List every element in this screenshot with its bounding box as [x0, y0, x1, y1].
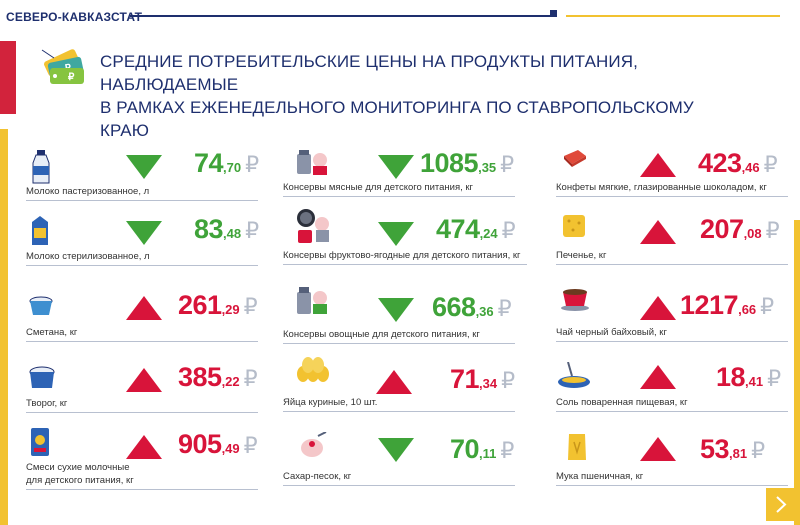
- milk-bottle-icon: [32, 150, 50, 184]
- item-label: Сметана, кг: [26, 327, 78, 338]
- baby-food-meat-icon: [297, 150, 327, 175]
- candy-icon: [564, 150, 586, 167]
- item-price: 668,36 ₽: [432, 292, 512, 322]
- item-label: Печенье, кг: [556, 250, 607, 261]
- trend-up-icon: [126, 296, 162, 320]
- item-price: 53,81 ₽: [700, 434, 766, 464]
- chevron-right-icon: [776, 496, 787, 513]
- item-price: 261,29 ₽: [178, 290, 258, 320]
- salt-icon: [558, 362, 590, 388]
- header-divider-accent: [566, 15, 780, 17]
- flour-icon: [568, 434, 586, 460]
- item-price: 423,46 ₽: [698, 148, 778, 178]
- item-label-line2: для детского питания, кг: [26, 475, 134, 486]
- eggs-icon: [297, 357, 329, 382]
- svg-text:₽: ₽: [68, 72, 75, 83]
- item-label: Соль поваренная пищевая, кг: [556, 397, 688, 408]
- item-label: Молоко пастеризованное, л: [26, 186, 150, 197]
- next-slide-button[interactable]: [766, 488, 796, 521]
- trend-up-icon: [376, 370, 412, 394]
- item-label: Смеси сухие молочные: [26, 462, 130, 473]
- sour-cream-icon: [29, 296, 53, 315]
- item-price: 385,22 ₽: [178, 362, 258, 392]
- trend-up-icon: [640, 296, 676, 320]
- item-label: Мука пшеничная, кг: [556, 471, 644, 482]
- sugar-icon: [301, 432, 327, 457]
- trend-up-icon: [640, 153, 676, 177]
- trend-up-icon: [126, 435, 162, 459]
- cookie-icon: [563, 215, 585, 237]
- trend-down-icon: [378, 438, 414, 462]
- item-label: Консервы овощные для детского питания, к…: [283, 329, 480, 340]
- item-price: 1217,66 ₽: [680, 290, 775, 320]
- header-divider-marker: [550, 10, 557, 17]
- trend-up-icon: [640, 437, 676, 461]
- item-label: Молоко стерилизованное, л: [26, 251, 150, 262]
- trend-up-icon: [640, 220, 676, 244]
- item-price: 18,41 ₽: [716, 362, 782, 392]
- cottage-cheese-icon: [29, 366, 55, 388]
- item-label: Творог, кг: [26, 398, 68, 409]
- baby-food-fruit-icon: [297, 209, 329, 243]
- right-accent-bar: [794, 220, 800, 525]
- trend-up-icon: [640, 365, 676, 389]
- trend-down-icon: [126, 221, 162, 245]
- item-price: 83,48 ₽: [194, 214, 260, 244]
- header-divider: [130, 15, 552, 17]
- trend-down-icon: [378, 222, 414, 246]
- trend-up-icon: [126, 368, 162, 392]
- item-label: Сахар-песок, кг: [283, 471, 352, 482]
- brand-name: СЕВЕРО-КАВКАЗСТАТ: [6, 10, 143, 24]
- item-label: Чай черный байховый, кг: [556, 327, 667, 338]
- milk-carton-icon: [32, 216, 48, 245]
- baby-food-veg-icon: [297, 287, 327, 314]
- item-label: Консервы фруктово-ягодные для детского п…: [283, 250, 521, 261]
- item-price: 905,49 ₽: [178, 429, 258, 459]
- item-label: Конфеты мягкие, глазированные шоколадом,…: [556, 182, 767, 193]
- price-tags-icon: ₽ ₽: [41, 49, 84, 84]
- item-label: Консервы мясные для детского питания, кг: [283, 182, 473, 193]
- item-price: 474,24 ₽: [436, 214, 516, 244]
- trend-down-icon: [378, 155, 414, 179]
- trend-down-icon: [126, 155, 162, 179]
- item-price: 74,70 ₽: [194, 148, 260, 178]
- content-accent-bar: [0, 129, 8, 525]
- item-price: 1085,35 ₽: [420, 148, 515, 178]
- item-price: 71,34 ₽: [450, 364, 516, 394]
- item-price: 70,11 ₽: [450, 434, 515, 464]
- title-accent-bar: [0, 41, 16, 114]
- page-title: СРЕДНИЕ ПОТРЕБИТЕЛЬСКИЕ ЦЕНЫ НА ПРОДУКТЫ…: [100, 52, 694, 140]
- baby-formula-icon: [31, 428, 49, 456]
- item-price: 207,08 ₽: [700, 214, 780, 244]
- trend-down-icon: [378, 298, 414, 322]
- item-label: Яйца куриные, 10 шт.: [283, 397, 378, 408]
- tea-cup-icon: [561, 289, 589, 311]
